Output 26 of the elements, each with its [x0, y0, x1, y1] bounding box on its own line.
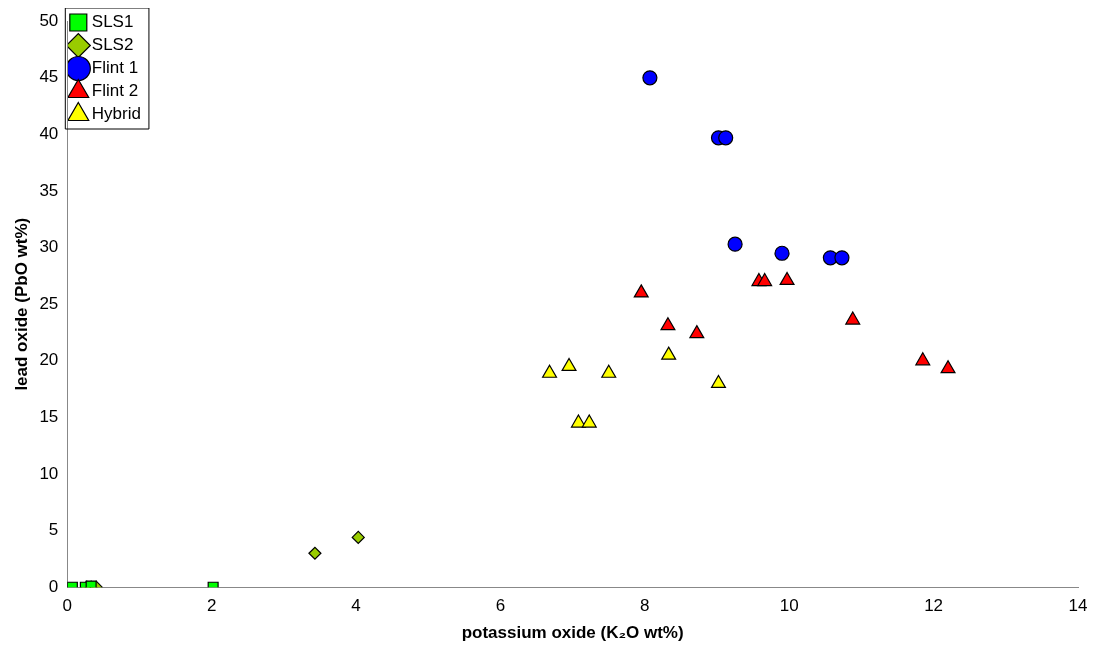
- legend-label: Hybrid: [91, 104, 141, 124]
- y-tick-label: 10: [39, 463, 59, 483]
- x-tick-label: 4: [351, 596, 361, 616]
- x-tick-label: 2: [206, 596, 217, 616]
- y-tick-label: 30: [39, 237, 59, 257]
- x-tick-label: 12: [924, 596, 944, 616]
- legend-label: SLS1: [91, 12, 134, 32]
- y-tick-label: 25: [39, 293, 59, 313]
- legend-label: SLS2: [91, 35, 134, 55]
- legend-label: Flint 1: [91, 58, 139, 78]
- x-axis-title: potassium oxide (K₂O wt%): [461, 623, 684, 643]
- y-tick-label: 50: [39, 10, 59, 30]
- y-tick-label: 15: [39, 407, 59, 427]
- x-tick-label: 6: [495, 596, 506, 616]
- y-tick-label: 40: [39, 124, 59, 144]
- legend-label: Flint 2: [91, 81, 139, 101]
- y-axis-title: lead oxide (PbO wt%): [11, 217, 31, 391]
- y-tick-label: 0: [48, 576, 59, 596]
- y-tick-label: 20: [39, 350, 59, 370]
- y-tick-label: 35: [39, 180, 59, 200]
- x-tick-label: 10: [779, 596, 799, 616]
- x-tick-label: 8: [640, 596, 650, 616]
- y-tick-label: 45: [39, 67, 59, 87]
- x-tick-label: 0: [62, 596, 73, 616]
- x-tick-label: 14: [1068, 596, 1088, 616]
- y-tick-label: 5: [48, 520, 59, 540]
